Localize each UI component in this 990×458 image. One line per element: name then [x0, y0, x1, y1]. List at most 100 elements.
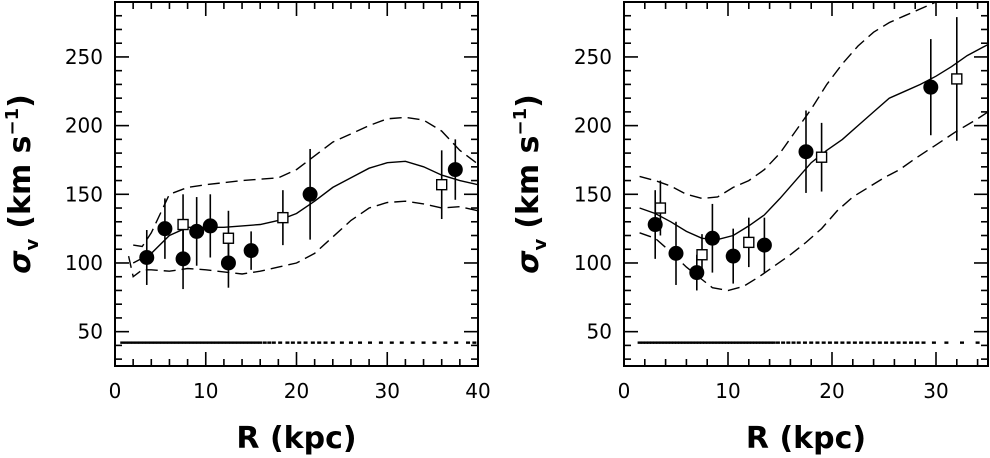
right-rug-mark	[840, 341, 845, 344]
left-y-tick-label: 100	[65, 251, 103, 275]
right-rug-mark	[791, 341, 796, 344]
right-rug-mark	[740, 341, 745, 344]
left-rug-mark	[152, 341, 157, 344]
right-rug-mark	[737, 341, 742, 344]
right-rug-mark	[749, 341, 754, 344]
left-rug-mark	[472, 341, 477, 344]
left-rug-mark	[267, 341, 272, 344]
left-rug-mark	[203, 341, 208, 344]
left-rug-mark	[310, 341, 315, 344]
right-rug-mark	[665, 341, 670, 344]
right-rug-mark	[731, 341, 736, 344]
left-rug-mark	[211, 341, 216, 344]
right-rug-mark	[715, 341, 720, 344]
right-rug-mark	[712, 341, 717, 344]
right-rug-mark	[809, 341, 814, 344]
left-rug-mark	[207, 341, 212, 344]
right-rug-mark	[834, 341, 839, 344]
left-rug-mark	[123, 341, 128, 344]
right-rug-mark	[678, 341, 683, 344]
left-rug-mark	[145, 341, 150, 344]
right-rug-mark	[827, 341, 832, 344]
right-rug-mark	[653, 341, 658, 344]
right-rug-mark	[915, 341, 920, 344]
left-x-tick-label: 20	[284, 379, 309, 403]
left-rug-mark	[174, 341, 179, 344]
left-rug-mark	[185, 341, 190, 344]
right-ticks: 0 10 20 30 50 100 150 200 250	[574, 1, 988, 403]
right-y-axis-symbol: σ	[511, 250, 546, 274]
right-rug-mark	[890, 341, 895, 344]
right-x-tick-label: 20	[819, 379, 844, 403]
left-open-square-point	[436, 178, 448, 191]
left-y-tick-label: 150	[65, 182, 103, 206]
left-rug-mark	[138, 341, 143, 344]
left-rug-mark	[167, 341, 172, 344]
right-rug-mark	[762, 341, 767, 344]
left-x-tick-label: 0	[109, 379, 122, 403]
right-rug-mark	[871, 341, 876, 344]
right-rug-mark	[706, 341, 711, 344]
right-filled-circle-point	[689, 265, 705, 281]
left-y-tick-label: 50	[78, 320, 103, 344]
left-filled-circle-point	[189, 223, 205, 239]
right-open-square-point	[696, 249, 708, 261]
left-rug-mark	[120, 341, 125, 344]
left-filled-circle-point	[447, 162, 463, 178]
left-rug-mark	[243, 341, 248, 344]
right-plot-frame	[623, 1, 989, 367]
right-rug-mark	[724, 341, 729, 344]
right-y-tick-label: 250	[574, 45, 612, 69]
right-y-axis-subscript: v	[530, 238, 551, 250]
right-open-square-point	[951, 73, 963, 85]
right-rug-mark	[775, 341, 780, 344]
left-rug-mark	[410, 341, 415, 344]
left-rug-mark	[127, 341, 132, 344]
left-rug-mark	[240, 341, 245, 344]
right-rug-mark	[646, 341, 651, 344]
left-rug-mark	[297, 341, 302, 344]
right-rug-mark	[684, 341, 689, 344]
right-model-curves	[639, 2, 988, 292]
left-rug-mark	[247, 341, 252, 344]
right-rug-mark	[759, 341, 764, 344]
left-rug-mark	[178, 341, 183, 344]
right-filled-circle-point	[647, 217, 663, 233]
right-rug-mark	[884, 341, 889, 344]
left-rug-mark	[196, 341, 201, 344]
right-rug-mark	[756, 341, 761, 344]
right-model-median-line	[639, 43, 988, 241]
left-rug-mark	[285, 341, 290, 344]
right-rug-mark	[643, 341, 648, 344]
right-rug-mark	[786, 341, 791, 344]
right-rug-mark	[781, 341, 786, 344]
left-rug-mark	[399, 341, 404, 344]
right-rug-mark	[728, 341, 733, 344]
right-rug-mark	[852, 341, 857, 344]
right-data-points	[647, 17, 963, 291]
right-rug-mark	[668, 341, 673, 344]
left-rug-mark	[131, 341, 136, 344]
left-rug-mark	[229, 341, 234, 344]
left-rug-mark	[278, 341, 283, 344]
right-y-axis-units: (km s	[511, 135, 546, 228]
left-plot-frame	[114, 1, 479, 367]
left-open-square-point	[277, 211, 289, 224]
right-x-tick-label: 0	[618, 379, 631, 403]
left-model-median-line	[132, 160, 478, 264]
right-rug-mark	[696, 341, 701, 344]
left-rug-mark	[218, 341, 223, 344]
right-rug-mark	[743, 341, 748, 344]
right-rug-mark	[700, 341, 704, 344]
left-x-tick-label: 40	[465, 379, 490, 403]
left-rug-mark	[258, 341, 263, 344]
left-y-tick-label: 200	[65, 114, 103, 138]
left-rug-mark	[466, 341, 471, 344]
left-model-upper-line	[133, 116, 478, 248]
right-panel: 0 10 20 30 50 100 150 200 250 R (kpc) σv (km s−1)	[510, 1, 989, 456]
left-rug-mark	[225, 341, 230, 344]
right-rug-mark	[944, 341, 949, 344]
left-rug-mark	[156, 341, 161, 344]
left-ticks: 0 10 20 30 40 50 100 150 200 250	[65, 1, 491, 403]
right-x-tick-label: 10	[715, 379, 740, 403]
